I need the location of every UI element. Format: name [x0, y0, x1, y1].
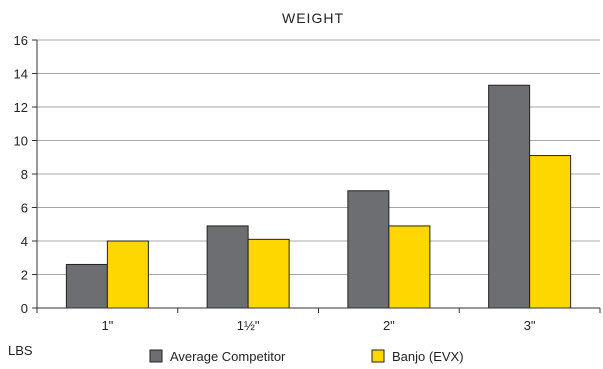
legend: Average Competitor Banjo (EVX) — [149, 349, 464, 364]
bar-banjo-evx — [388, 225, 431, 309]
y-tick-label: 2 — [21, 268, 28, 283]
y-tick-label: 0 — [21, 301, 28, 316]
y-tick-label: 14 — [14, 67, 28, 82]
y-tick-label: 16 — [14, 33, 28, 48]
y-tick-label: 8 — [21, 167, 28, 182]
x-axis: 1" 1½" 2" 3" — [36, 307, 601, 333]
y-axis-label: LBS — [8, 343, 33, 358]
bar-banjo-evx — [247, 238, 290, 309]
chart-title: WEIGHT — [282, 10, 344, 26]
x-tick-label: 1" — [101, 318, 113, 333]
legend-item: Average Competitor — [149, 349, 286, 364]
bar-average-competitor — [347, 190, 390, 309]
legend-swatch — [149, 349, 163, 363]
legend-label: Banjo (EVX) — [392, 349, 464, 364]
x-tick-label: 3" — [524, 318, 536, 333]
legend-item: Banjo (EVX) — [371, 349, 464, 364]
bar-average-competitor — [206, 225, 249, 309]
bars — [65, 84, 572, 309]
legend-label: Average Competitor — [170, 349, 286, 364]
x-tick-label: 1½" — [237, 318, 260, 333]
y-axis: 0 2 4 6 8 10 12 14 16 — [14, 33, 38, 316]
y-tick-label: 10 — [14, 134, 28, 149]
bar-average-competitor — [65, 263, 108, 309]
x-tick-label: 2" — [383, 318, 395, 333]
y-tick-label: 12 — [14, 100, 28, 115]
bar-banjo-evx — [529, 155, 572, 309]
y-tick-label: 4 — [21, 234, 28, 249]
y-tick-label: 6 — [21, 201, 28, 216]
legend-swatch — [371, 349, 385, 363]
bar-average-competitor — [488, 84, 531, 309]
bar-banjo-evx — [106, 240, 149, 309]
